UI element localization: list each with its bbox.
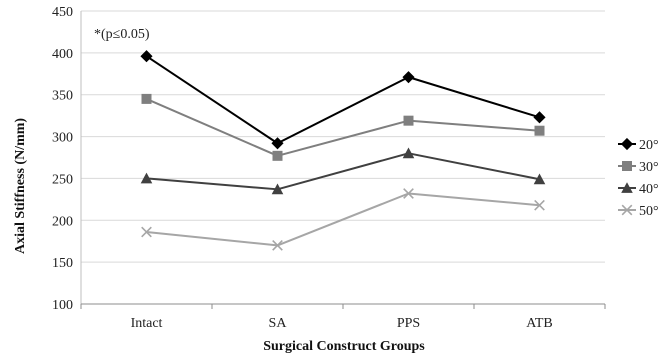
data-point — [141, 226, 152, 238]
data-point — [271, 183, 284, 195]
y-tick-label: 300 — [52, 131, 73, 146]
series — [141, 93, 545, 161]
data-point — [141, 93, 152, 104]
data-point — [403, 115, 414, 126]
data-point — [402, 71, 415, 84]
data-point — [534, 125, 545, 136]
legend-label: 20° — [639, 138, 659, 153]
legend: 20° 30° 40° 50° — [618, 137, 659, 219]
x-axis-title: Surgical Construct Groups — [263, 339, 425, 354]
x-tick-labels: Intact SA PPS ATB — [131, 316, 553, 331]
legend-marker — [621, 204, 633, 216]
gridlines — [81, 10, 605, 305]
data-point — [272, 150, 283, 161]
y-tick-label: 350 — [52, 89, 73, 104]
legend-marker — [622, 161, 632, 171]
legend-item: 20° — [618, 137, 659, 153]
data-point — [533, 111, 546, 124]
data-point — [140, 172, 153, 184]
y-tick-label: 200 — [52, 214, 73, 229]
series-line — [146, 152, 540, 191]
y-axis-title: Axial Stiffness (N/mm) — [13, 118, 28, 254]
data-point — [402, 147, 415, 159]
legend-label: 50° — [639, 204, 659, 219]
legend-marker — [621, 182, 633, 193]
series — [141, 188, 545, 251]
series-line — [146, 192, 540, 247]
data-point — [534, 199, 545, 211]
y-tick-labels: 100 150 200 250 300 350 400 450 — [52, 5, 73, 313]
data-point — [140, 50, 153, 63]
x-tick-label: SA — [269, 316, 288, 331]
data-point — [403, 188, 414, 199]
y-tick-label: 100 — [52, 298, 73, 313]
y-tick-label: 450 — [52, 5, 73, 20]
data-point — [272, 240, 283, 251]
legend-label: 40° — [639, 182, 659, 197]
y-tick-label: 400 — [52, 47, 73, 62]
legend-item: 40° — [618, 182, 659, 197]
legend-item: 30° — [618, 160, 659, 175]
series — [140, 50, 546, 150]
series-line — [146, 97, 540, 157]
y-tick-label: 250 — [52, 172, 73, 187]
axes — [80, 11, 606, 309]
legend-marker — [620, 137, 634, 151]
x-tick-label: Intact — [131, 316, 163, 331]
y-tick-label: 150 — [52, 256, 73, 271]
series — [140, 147, 546, 195]
series-group — [140, 50, 546, 251]
legend-label: 30° — [639, 160, 659, 175]
legend-item: 50° — [618, 204, 659, 219]
x-tick-label: PPS — [397, 316, 420, 331]
data-point — [533, 173, 546, 185]
series-line — [145, 55, 540, 145]
x-tick-label: ATB — [526, 316, 552, 331]
data-point — [271, 137, 284, 150]
significance-annotation: *(p≤0.05) — [94, 27, 150, 42]
